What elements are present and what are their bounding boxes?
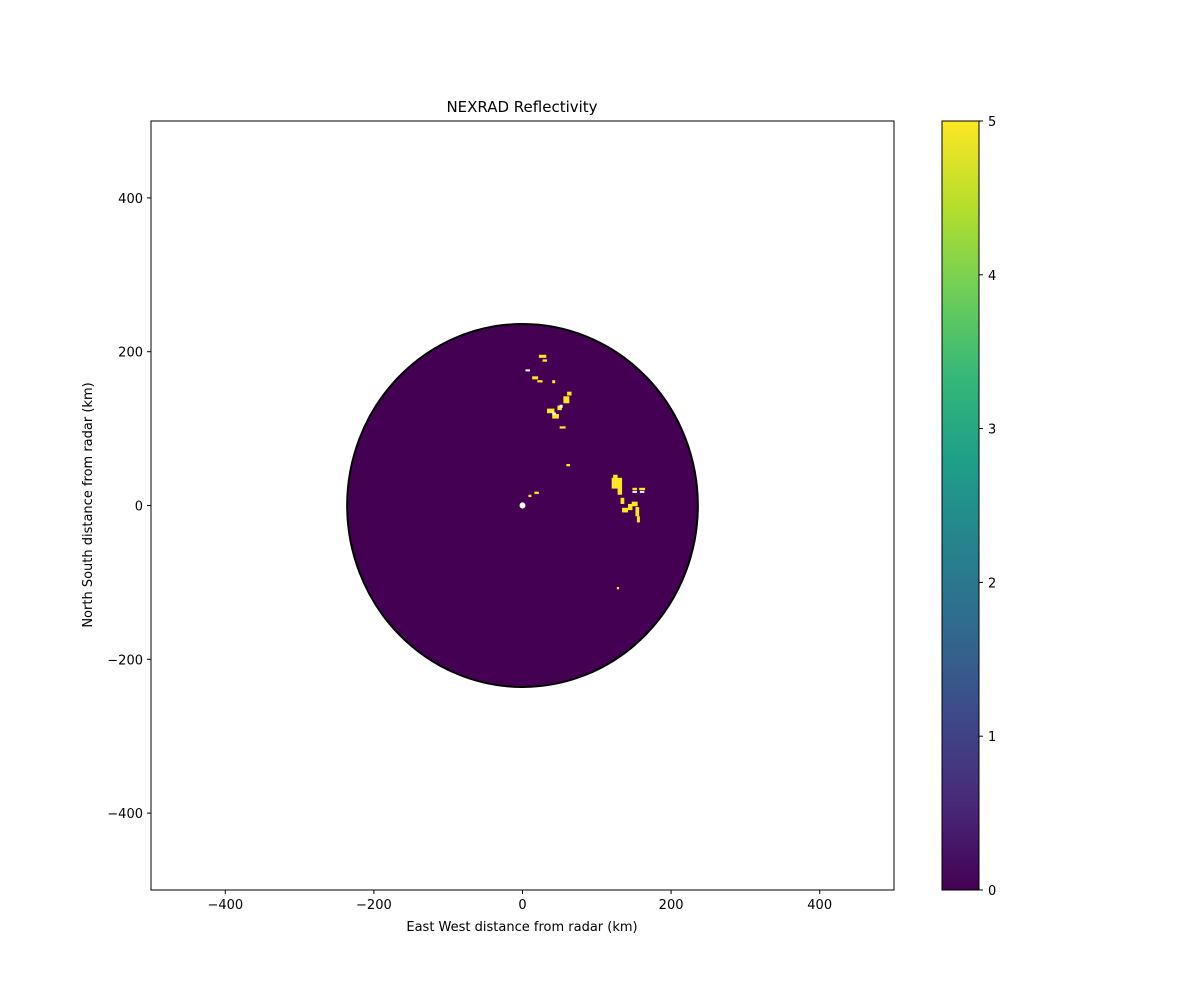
echo-region	[632, 487, 637, 491]
echo-region	[532, 376, 539, 380]
echo-region	[537, 380, 543, 383]
echo-region	[552, 413, 559, 419]
echo-region	[547, 408, 555, 414]
x-tick-label: 400	[807, 898, 832, 913]
echo-region	[622, 507, 629, 513]
colorbar-tick-label: 0	[988, 884, 996, 899]
echo-region	[639, 487, 646, 491]
echo-region	[616, 587, 620, 590]
echo-region	[628, 503, 633, 511]
x-tick-label: 0	[518, 898, 526, 913]
echo-region	[611, 477, 623, 489]
echo-region	[557, 405, 562, 411]
colorbar: 0 1 2 3 4 5	[941, 115, 996, 899]
colorbar-tick-label: 4	[988, 269, 996, 284]
x-axis-label: East West distance from radar (km)	[406, 920, 637, 935]
y-tick-label: 200	[118, 346, 143, 361]
no-data-region	[519, 502, 526, 509]
echo-region	[563, 396, 570, 404]
no-data-region	[632, 490, 637, 493]
x-tick-label: 200	[659, 898, 684, 913]
colorbar-tick-label: 3	[988, 423, 996, 438]
x-tick-label: −200	[356, 898, 392, 913]
colorbar-gradient	[941, 120, 980, 891]
colorbar-tick-label: 5	[988, 115, 996, 130]
range-ring	[346, 323, 699, 688]
y-tick-label: −200	[107, 653, 143, 668]
echo-region	[534, 491, 539, 494]
echo-region	[528, 494, 532, 498]
echo-region	[631, 501, 638, 507]
no-data-region	[525, 369, 530, 372]
echo-region	[617, 487, 623, 495]
colorbar-tick-label: 2	[988, 576, 996, 591]
echo-region	[635, 507, 640, 517]
plot-area: −400 −200 0 200 400 −400 −200 0 200 400	[107, 120, 895, 913]
no-data-region	[559, 404, 563, 408]
y-tick-label: 0	[135, 500, 143, 515]
echo-region	[552, 380, 556, 384]
echo-region	[620, 497, 625, 504]
x-tick-label: −400	[207, 898, 243, 913]
echo-region	[613, 474, 618, 480]
echo-region	[542, 359, 548, 362]
y-axis-label: North South distance from radar (km)	[81, 382, 96, 627]
y-tick-label: 400	[118, 192, 143, 207]
echo-region	[567, 391, 572, 396]
echo-region	[566, 463, 571, 467]
chart-title: NEXRAD Reflectivity	[446, 98, 597, 116]
echo-region	[559, 426, 566, 429]
y-tick-label: −400	[107, 807, 143, 822]
colorbar-tick-label: 1	[988, 730, 996, 745]
no-data-region	[552, 412, 556, 415]
no-data-region	[639, 490, 645, 493]
echo-region	[636, 516, 640, 523]
echo-region	[538, 354, 547, 358]
